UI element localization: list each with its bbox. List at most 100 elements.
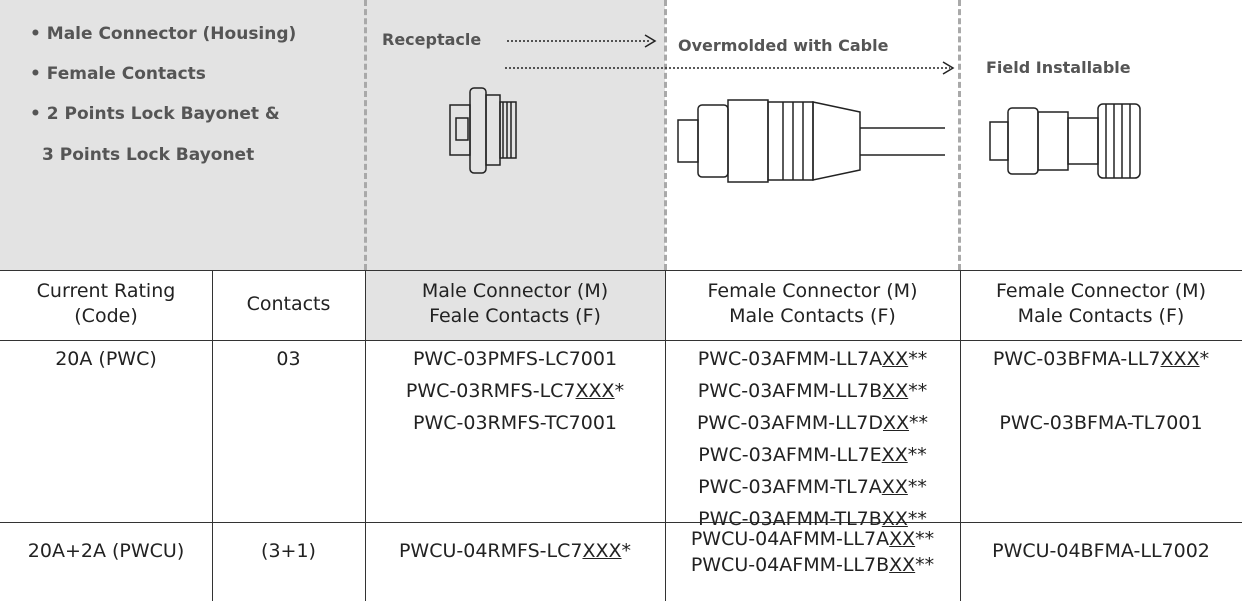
cell: 20A (PWC) [0, 343, 212, 375]
cell-text: PWC-03RMFS-TC7001 [412, 412, 618, 434]
header-text: Male Connector (M) [421, 280, 609, 302]
header-cell: Male Connector (M) Feale Contacts (F) [365, 279, 665, 329]
part-text: PWCU-04RMFS-LC7 [398, 540, 583, 562]
cell-text: PWC-03AFMM-LL7BXX** [665, 375, 960, 407]
cell-text: PWC-03BFMA-TL7001 [999, 412, 1203, 434]
cell: 03 [212, 343, 365, 375]
row-line [0, 340, 1242, 341]
part-text: PWC-03AFMM-LL7B [697, 380, 883, 402]
row-line [0, 270, 1242, 271]
header-text: (Code) [74, 305, 138, 327]
cell-text: PWCU-04RMFS-LC7XXX* [365, 538, 665, 564]
feature-text: 3 Points Lock Bayonet [42, 145, 255, 165]
divider [364, 0, 367, 270]
cell: PWC-03BFMA-LL7XXX* PWC-03BFMA-TL7001 [960, 343, 1242, 439]
part-suffix: ** [915, 528, 935, 550]
cell-text: 20A+2A (PWCU) [27, 540, 185, 562]
header-text: Female Connector (M) [707, 280, 918, 302]
header-cell: Contacts [212, 292, 365, 317]
illustrations [449, 34, 1141, 183]
cell: 20A+2A (PWCU) [0, 538, 212, 564]
part-suffix: ** [909, 412, 929, 434]
part-suffix: * [621, 540, 632, 562]
part-suffix: ** [907, 508, 927, 530]
part-text: PWC-03RMFS-LC7 [405, 380, 576, 402]
feature-text: 2 Points Lock Bayonet & [46, 104, 280, 124]
cell-text: PWC-03AFMM-TL7AXX** [665, 471, 960, 503]
part-underline: XXX [1160, 348, 1200, 370]
cell: PWCU-04BFMA-LL7002 [960, 538, 1242, 564]
part-underline: XX [881, 444, 908, 466]
gray-header [365, 270, 665, 340]
part-underline: XX [881, 508, 908, 530]
cell-text: PWCU-04BFMA-LL7002 [992, 540, 1210, 562]
part-text: PWC-03BFMA-LL7 [992, 348, 1161, 370]
row-line [0, 522, 1242, 523]
cell: PWC-03AFMM-LL7AXX** PWC-03AFMM-LL7BXX** PW… [665, 343, 960, 535]
part-text: PWC-03AFMM-LL7D [696, 412, 883, 434]
part-suffix: ** [915, 554, 935, 576]
part-suffix: ** [907, 444, 927, 466]
cell-text: PWC-03RMFS-LC7XXX* [365, 375, 665, 407]
part-suffix: ** [908, 380, 928, 402]
cell: PWCU-04AFMM-LL7AXX** PWCU-04AFMM-LL7BXX** [665, 526, 960, 578]
feature: 3 Points Lock Bayonet [42, 145, 254, 165]
cell-text: PWC-03PMFS-LC7001 [412, 348, 618, 370]
cell-text: PWCU-04AFMM-LL7AXX** [665, 526, 960, 552]
col-line [212, 270, 213, 601]
part-underline: XXX [575, 380, 615, 402]
col-line [960, 270, 961, 601]
part-text: PWCU-04AFMM-LL7A [690, 528, 890, 550]
part-underline: XX [881, 476, 908, 498]
cell-text: 20A (PWC) [55, 348, 157, 370]
cell-text: PWC-03BFMA-LL7XXX* [960, 343, 1242, 375]
header-cell: Female Connector (M) Male Contacts (F) [960, 279, 1242, 329]
col-line [665, 270, 666, 601]
header-cell: Current Rating (Code) [0, 279, 212, 329]
divider [664, 0, 667, 270]
feature: • Male Connector (Housing) [30, 24, 297, 44]
part-underline: XX [882, 412, 910, 434]
part-underline: XX [889, 554, 916, 576]
cell-text: PWC-03AFMM-LL7DXX** [665, 407, 960, 439]
cell-text: PWC-03AFMM-LL7EXX** [665, 439, 960, 471]
header-text: Feale Contacts (F) [429, 305, 601, 327]
part-suffix: * [1199, 348, 1210, 370]
header-text: Female Connector (M) [996, 280, 1206, 302]
header-text: Male Contacts (F) [1017, 305, 1185, 327]
part-text: PWC-03AFMM-TL7A [698, 476, 882, 498]
cell: PWCU-04RMFS-LC7XXX* [365, 538, 665, 564]
column-title: Field Installable [986, 58, 1131, 77]
part-suffix: ** [908, 348, 928, 370]
divider [958, 0, 961, 270]
cell: PWC-03PMFS-LC7001 PWC-03RMFS-LC7XXX* PWC-0… [365, 343, 665, 439]
header-text: Current Rating [36, 280, 176, 302]
column-title: Overmolded with Cable [678, 36, 889, 55]
feature-text: Male Connector (Housing) [46, 24, 297, 44]
cell-text: 03 [276, 348, 301, 370]
part-underline: XX [882, 380, 909, 402]
part-suffix: * [614, 380, 625, 402]
header-text: Male Contacts (F) [729, 305, 896, 327]
cell-text: PWC-03AFMM-TL7BXX** [665, 503, 960, 535]
cell-text: PWC-03AFMM-LL7AXX** [665, 343, 960, 375]
part-underline: XX [882, 348, 909, 370]
gray-block [0, 0, 665, 270]
part-text: PWC-03AFMM-LL7A [697, 348, 883, 370]
part-suffix: ** [907, 476, 927, 498]
cell: (3+1) [212, 538, 365, 564]
part-text: PWC-03AFMM-TL7B [698, 508, 882, 530]
feature: • 2 Points Lock Bayonet & [30, 104, 280, 124]
feature-text: Female Contacts [46, 64, 206, 84]
header-text: Contacts [246, 293, 331, 315]
part-underline: XX [889, 528, 916, 550]
part-text: PWC-03AFMM-LL7E [698, 444, 882, 466]
header-cell: Female Connector (M) Male Contacts (F) [665, 279, 960, 329]
column-title: Receptacle [382, 30, 482, 49]
part-text: PWCU-04AFMM-LL7B [690, 554, 890, 576]
cell-text: PWCU-04AFMM-LL7BXX** [665, 552, 960, 578]
cell-text: (3+1) [261, 540, 316, 562]
col-line [365, 270, 366, 601]
part-underline: XXX [582, 540, 622, 562]
